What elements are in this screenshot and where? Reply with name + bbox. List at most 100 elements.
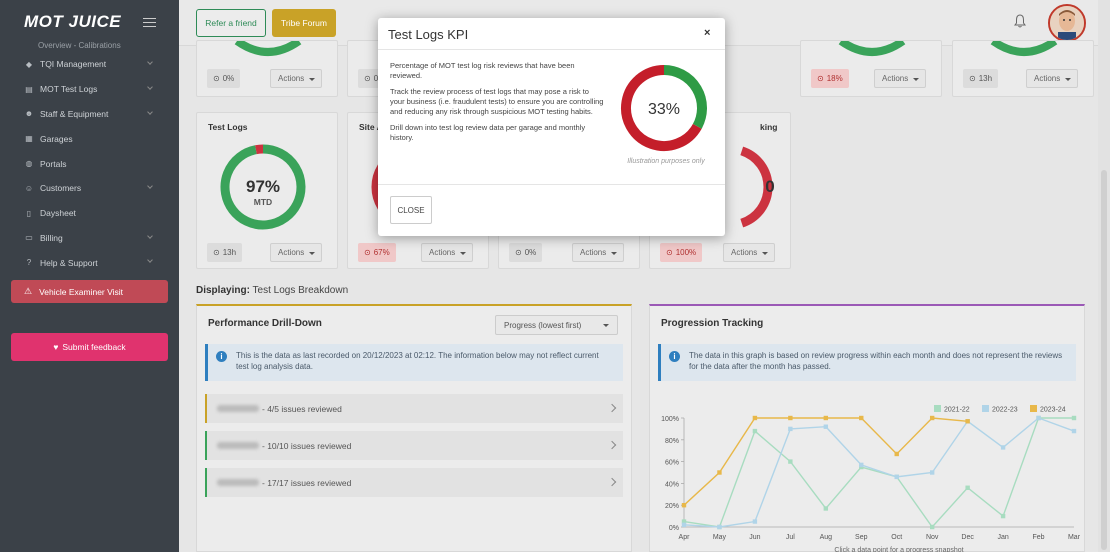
legend-label[interactable]: 2021-22	[944, 407, 970, 414]
progression-tracking-panel: Progression Tracking i The data in this …	[649, 304, 1085, 552]
sidebar-item-portals[interactable]: ◍ Portals	[0, 151, 179, 176]
data-point[interactable]	[929, 470, 935, 475]
x-tick-label: Sep	[855, 534, 868, 541]
kpi-value-wrap: 0	[730, 177, 810, 197]
tribe-forum-button[interactable]: Tribe Forum	[272, 9, 336, 37]
sidebar-item-billing[interactable]: ▭ Billing	[0, 226, 179, 251]
actions-label: Actions	[580, 248, 607, 257]
data-point[interactable]	[823, 415, 829, 421]
modal-close-icon[interactable]: ×	[704, 27, 711, 39]
data-point[interactable]	[788, 459, 793, 464]
billing-icon: ▭	[25, 233, 33, 243]
data-point[interactable]	[1071, 415, 1077, 421]
progression-chart[interactable]: 0% 20% 40% 60% 80% 100% Apr May Jun Jul Aug Sep Oct N…	[650, 394, 1086, 552]
data-point[interactable]	[859, 462, 864, 468]
badge-value: 18%	[826, 74, 843, 83]
x-tick-label: May	[713, 534, 727, 541]
data-point[interactable]	[929, 524, 935, 530]
data-point[interactable]	[894, 451, 899, 457]
page-scrollbar[interactable]	[1098, 0, 1110, 552]
user-icon: ☺	[24, 183, 34, 193]
chart-footer-note: Click a data point for a progress snapsh…	[834, 547, 963, 552]
drilldown-row[interactable]: - 17/17 issues reviewed	[205, 468, 623, 497]
badge-value: 13h	[978, 74, 993, 83]
sidebar-item-garages[interactable]: ▦ Garages	[0, 126, 179, 151]
chevron-down-icon	[147, 108, 153, 115]
refer-friend-button[interactable]: Refer a friend	[196, 9, 266, 37]
y-tick-label: 40%	[665, 481, 679, 488]
badge-value: 0%	[524, 248, 537, 257]
clock-icon: ⊙	[364, 74, 371, 83]
diamond-icon: ◆	[25, 59, 33, 69]
drilldown-row[interactable]: - 4/5 issues reviewed	[205, 394, 623, 423]
actions-dropdown[interactable]: Actions	[421, 243, 473, 262]
data-point[interactable]	[929, 415, 935, 421]
status-badge: ⊙0%	[207, 69, 241, 88]
data-point[interactable]	[1000, 445, 1006, 450]
data-point[interactable]	[788, 415, 793, 421]
card-donut-arc	[234, 41, 302, 56]
data-point[interactable]	[717, 470, 722, 475]
sidebar-item-tqi-management[interactable]: ◆ TQI Management	[0, 52, 179, 77]
actions-dropdown[interactable]: Actions	[572, 243, 624, 262]
modal-paragraph-1: Percentage of MOT test log risk reviews …	[390, 61, 575, 80]
displaying-prefix: Displaying:	[196, 285, 250, 296]
actions-dropdown[interactable]: Actions	[270, 69, 322, 88]
modal-close-button[interactable]: CLOSE	[390, 196, 432, 224]
data-point[interactable]	[823, 424, 829, 429]
data-point[interactable]	[681, 519, 687, 524]
user-avatar[interactable]	[1048, 4, 1086, 42]
app-logo[interactable]: MOT JUICE	[24, 12, 122, 31]
people-icon: ☻	[24, 109, 34, 119]
menu-toggle-icon[interactable]	[143, 18, 156, 27]
kpi-card-top: ⊙ 13h Actions	[952, 40, 1094, 97]
sidebar-item-help-support[interactable]: ? Help & Support	[0, 250, 179, 275]
sidebar-subitem[interactable]: Overview - Calibrations	[38, 41, 121, 50]
actions-dropdown[interactable]: Actions	[1026, 69, 1078, 88]
sidebar-item-daysheet[interactable]: ▯ Daysheet	[0, 201, 179, 226]
sidebar-item-customers[interactable]: ☺ Customers	[0, 176, 179, 201]
data-point[interactable]	[752, 519, 758, 524]
bell-icon[interactable]	[1014, 14, 1026, 28]
data-point[interactable]	[752, 428, 758, 434]
y-tick-label: 80%	[665, 438, 679, 445]
actions-dropdown[interactable]: Actions	[874, 69, 926, 88]
data-point[interactable]	[965, 419, 970, 424]
legend-label[interactable]: 2022-23	[992, 407, 1018, 414]
sidebar-item-mot-test-logs[interactable]: ▤ MOT Test Logs	[0, 77, 179, 102]
kpi-donut	[220, 144, 306, 230]
data-point[interactable]	[681, 503, 687, 508]
data-point[interactable]	[894, 474, 899, 480]
modal-donut-value: 33%	[648, 101, 680, 118]
data-point[interactable]	[717, 524, 722, 530]
modal-title: Test Logs KPI	[388, 27, 469, 42]
sidebar-item-staff-equipment[interactable]: ☻ Staff & Equipment	[0, 102, 179, 127]
card-donut	[990, 41, 1058, 56]
scrollbar-thumb[interactable]	[1101, 170, 1107, 550]
submit-feedback-button[interactable]: ♥ Submit feedback	[11, 333, 168, 361]
data-point[interactable]	[1000, 513, 1006, 519]
x-tick-label: Dec	[961, 534, 974, 541]
caret-down-icon	[762, 252, 768, 255]
modal-donut-chart: 33%	[621, 65, 707, 151]
legend-label[interactable]: 2023-24	[1040, 407, 1066, 414]
data-point[interactable]	[823, 506, 829, 511]
modal-description: Percentage of MOT test log risk reviews …	[390, 61, 605, 149]
data-point[interactable]	[965, 485, 970, 490]
chevron-right-icon	[607, 440, 617, 450]
data-point[interactable]	[752, 415, 758, 421]
progression-info-alert: i The data in this graph is based on rev…	[658, 344, 1076, 381]
data-point[interactable]	[681, 522, 687, 528]
status-badge: ⊙0%	[509, 243, 543, 262]
sort-select[interactable]: Progress (lowest first)	[495, 315, 618, 335]
x-tick-label: Nov	[926, 534, 939, 541]
actions-dropdown[interactable]: Actions	[270, 243, 322, 262]
data-point[interactable]	[1036, 415, 1041, 421]
data-point[interactable]	[788, 426, 793, 432]
data-point[interactable]	[859, 415, 864, 421]
kpi-period: MTD	[253, 197, 273, 207]
drilldown-row[interactable]: - 10/10 issues reviewed	[205, 431, 623, 460]
vehicle-examiner-visit-button[interactable]: ⚠ Vehicle Examiner Visit	[11, 280, 168, 303]
actions-dropdown[interactable]: Actions	[723, 243, 775, 262]
data-point[interactable]	[1071, 428, 1077, 434]
